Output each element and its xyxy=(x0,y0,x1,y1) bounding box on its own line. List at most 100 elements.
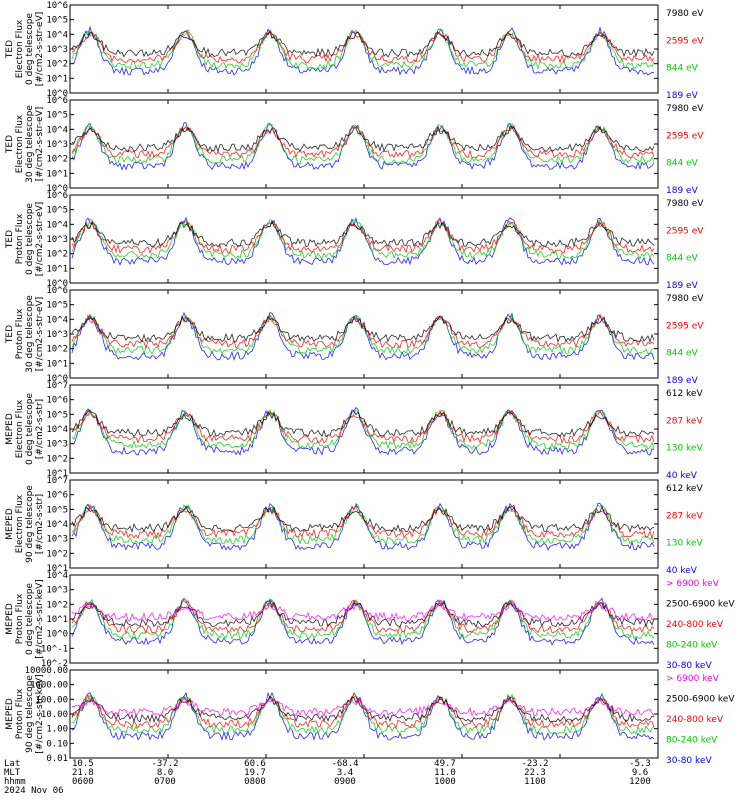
y-tick-label: 10^-1 xyxy=(41,644,68,654)
series-line xyxy=(71,30,655,58)
y-tick-label: 10^1 xyxy=(46,564,68,574)
legend-entry: 287 keV xyxy=(666,416,703,426)
y-tick-label: 10^6 xyxy=(46,1,68,11)
y-tick-label: 10^5 xyxy=(46,410,68,420)
series-line xyxy=(71,505,655,534)
y-tick-label: 10^5 xyxy=(46,206,68,216)
y-tick-label: 10^7 xyxy=(46,476,68,486)
y-axis-label-line: Proton Flux xyxy=(15,213,25,264)
y-tick-label: 0.10 xyxy=(46,739,68,749)
legend-entry: > 6900 keV xyxy=(666,674,720,684)
y-axis-label-line: TED xyxy=(5,40,15,59)
series-line xyxy=(71,218,655,260)
legend-entry: 2595 eV xyxy=(666,321,704,331)
y-axis-label-line: Proton Flux xyxy=(15,308,25,359)
y-axis-label-line: [#/cm2-s-str-eV] xyxy=(35,297,45,372)
series-line xyxy=(71,219,655,254)
y-tick-label: 10^3 xyxy=(46,586,68,596)
legend-entry: 80-240 keV xyxy=(666,736,718,746)
series-line xyxy=(71,313,655,350)
y-tick-label: 10^6 xyxy=(46,96,68,106)
x-axis-date: 2024 Nov 06 xyxy=(4,786,64,796)
legend-entry: 189 eV xyxy=(666,281,699,291)
series-line xyxy=(71,410,655,438)
y-tick-label: 10^2 xyxy=(46,600,68,610)
legend-entry: 2595 eV xyxy=(666,131,704,141)
series-line xyxy=(71,28,655,70)
y-tick-label: 10^2 xyxy=(46,60,68,70)
legend-entry: 80-240 keV xyxy=(666,641,718,651)
y-axis-label: MEPED Electron Flux 90 deg telescope [#/cm2… xyxy=(5,485,45,563)
x-axis-row-label: hhmm xyxy=(4,777,26,787)
y-tick-label: 10^3 xyxy=(46,330,68,340)
legend-entry: > 6900 keV xyxy=(666,579,720,589)
y-axis-label-line: [#/cm2-s-str-eV] xyxy=(35,12,45,87)
y-tick-label: 10^6 xyxy=(46,191,68,201)
series-line xyxy=(71,406,655,456)
legend-entry: 7980 eV xyxy=(666,9,704,19)
y-tick-label: 10^1 xyxy=(46,469,68,479)
y-axis-label-line: [#/cm2-s-str] xyxy=(35,494,45,554)
y-axis-label-line: [#/cm2-s-str] xyxy=(35,399,45,459)
legend-entry: 130 keV xyxy=(666,444,703,454)
x-tick-label: 22.3 xyxy=(524,768,546,778)
y-tick-label: 10^0 xyxy=(46,184,68,194)
y-tick-label: 10^5 xyxy=(46,111,68,121)
x-tick-label: 0700 xyxy=(154,777,176,787)
series-line xyxy=(71,503,655,540)
x-tick-label: -68.4 xyxy=(331,759,358,769)
series-line xyxy=(71,29,655,64)
y-axis-label: TED Proton Flux 0 deg telescope [#/cm2-s-st… xyxy=(5,202,45,277)
panel-frame xyxy=(69,99,659,189)
y-axis-label: MEPED Proton Flux 90 deg telescope [#/cm2-s… xyxy=(5,674,45,753)
x-tick-label: 9.6 xyxy=(632,768,648,778)
series-line xyxy=(71,220,655,248)
y-tick-label: 10^0 xyxy=(46,630,68,640)
series-line xyxy=(71,600,655,628)
x-tick-label: 0800 xyxy=(244,777,266,787)
y-axis-label: MEPED Electron Flux 0 deg telescope [#/cm2-… xyxy=(5,393,45,465)
y-tick-label: 10^4 xyxy=(46,30,68,40)
series-line xyxy=(71,695,655,724)
legend-entry: 2595 eV xyxy=(666,226,704,236)
y-axis-label-line: 0 deg telescope xyxy=(25,13,35,85)
y-axis-label-line: TED xyxy=(5,325,15,344)
legend-entry: 2500-6900 keV xyxy=(666,600,735,610)
y-tick-label: 10^0 xyxy=(46,374,68,384)
legend-entry: 844 eV xyxy=(666,159,699,169)
legend-entry: 40 keV xyxy=(666,471,698,481)
legend-entry: 189 eV xyxy=(666,186,699,196)
series-line xyxy=(71,409,655,445)
y-axis-label-line: 0 deg telescope xyxy=(25,583,35,655)
y-tick-label: 10^4 xyxy=(46,220,68,230)
y-axis-label-line: MEPED xyxy=(5,508,15,540)
series-line xyxy=(71,502,655,545)
y-tick-label: 10^0 xyxy=(46,279,68,289)
y-tick-label: 10^4 xyxy=(46,520,68,530)
panel-frame xyxy=(69,4,659,94)
y-axis-label-line: TED xyxy=(5,135,15,154)
y-tick-label: 100.00 xyxy=(35,695,68,705)
y-tick-label: 10^6 xyxy=(46,396,68,406)
legend-entry: 844 eV xyxy=(666,349,699,359)
y-tick-label: 10^5 xyxy=(46,301,68,311)
series-line xyxy=(71,694,655,729)
legend-entry: 30-80 keV xyxy=(666,756,712,766)
y-tick-label: 0.01 xyxy=(46,754,68,764)
x-tick-label: 0900 xyxy=(334,777,356,787)
x-tick-label: 0600 xyxy=(72,777,94,787)
legend-entry: 612 keV xyxy=(666,484,703,494)
series-line xyxy=(71,313,655,356)
x-tick-label: 1000 xyxy=(434,777,456,787)
x-tick-label: 60.6 xyxy=(244,759,266,769)
x-tick-label: -5.3 xyxy=(629,759,651,769)
series-line xyxy=(71,25,655,76)
legend-entry: 189 eV xyxy=(666,91,699,101)
x-tick-label: -23.2 xyxy=(521,759,548,769)
y-tick-label: 10^2 xyxy=(46,250,68,260)
y-tick-label: 10^5 xyxy=(46,16,68,26)
y-tick-label: 10000.00 xyxy=(25,666,68,676)
y-axis-label-line: MEPED xyxy=(5,413,15,445)
legend-entry: 7980 eV xyxy=(666,104,704,114)
